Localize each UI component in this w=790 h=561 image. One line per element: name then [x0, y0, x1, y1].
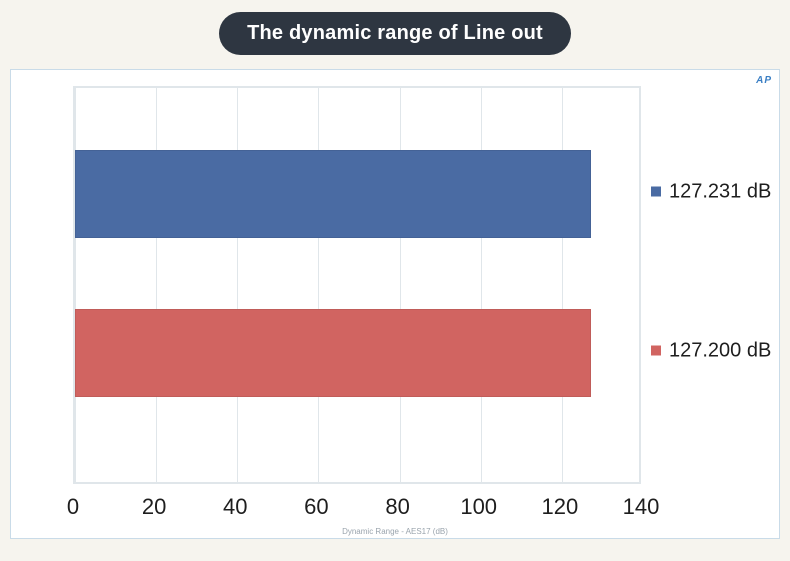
x-tick-label: 140 — [623, 494, 660, 520]
gridline — [156, 88, 157, 482]
gridline — [318, 88, 319, 482]
x-tick-label: 100 — [460, 494, 497, 520]
value-callout: 127.200 dB — [651, 339, 771, 362]
x-tick-label: 120 — [542, 494, 579, 520]
bar — [75, 150, 591, 238]
bar — [75, 309, 591, 397]
legend-swatch-icon — [651, 187, 661, 197]
x-axis: 020406080100120140 — [73, 486, 641, 526]
plot-area: Ch1Ch2 — [73, 86, 641, 484]
chart-title: The dynamic range of Line out — [219, 12, 571, 55]
gridline — [237, 88, 238, 482]
value-label: 127.200 dB — [669, 339, 771, 362]
ap-badge-icon: AP — [756, 75, 772, 86]
x-tick-label: 60 — [304, 494, 328, 520]
gridline — [75, 88, 76, 482]
x-tick-label: 0 — [67, 494, 79, 520]
x-tick-label: 40 — [223, 494, 247, 520]
legend-swatch-icon — [651, 346, 661, 356]
chart-panel: AP Ch1Ch2 0 20 40 60 80 100 120 140 127.231 dB 1… — [10, 69, 780, 539]
gridline — [481, 88, 482, 482]
gridline — [400, 88, 401, 482]
x-tick-label: 20 — [142, 494, 166, 520]
axis-caption: Dynamic Range - AES17 (dB) — [11, 527, 779, 536]
chart-container: The dynamic range of Line out AP Ch1Ch2 … — [0, 0, 790, 561]
value-callout: 127.231 dB — [651, 180, 771, 203]
gridline — [562, 88, 563, 482]
x-tick-label: 80 — [385, 494, 409, 520]
value-label: 127.231 dB — [669, 180, 771, 203]
